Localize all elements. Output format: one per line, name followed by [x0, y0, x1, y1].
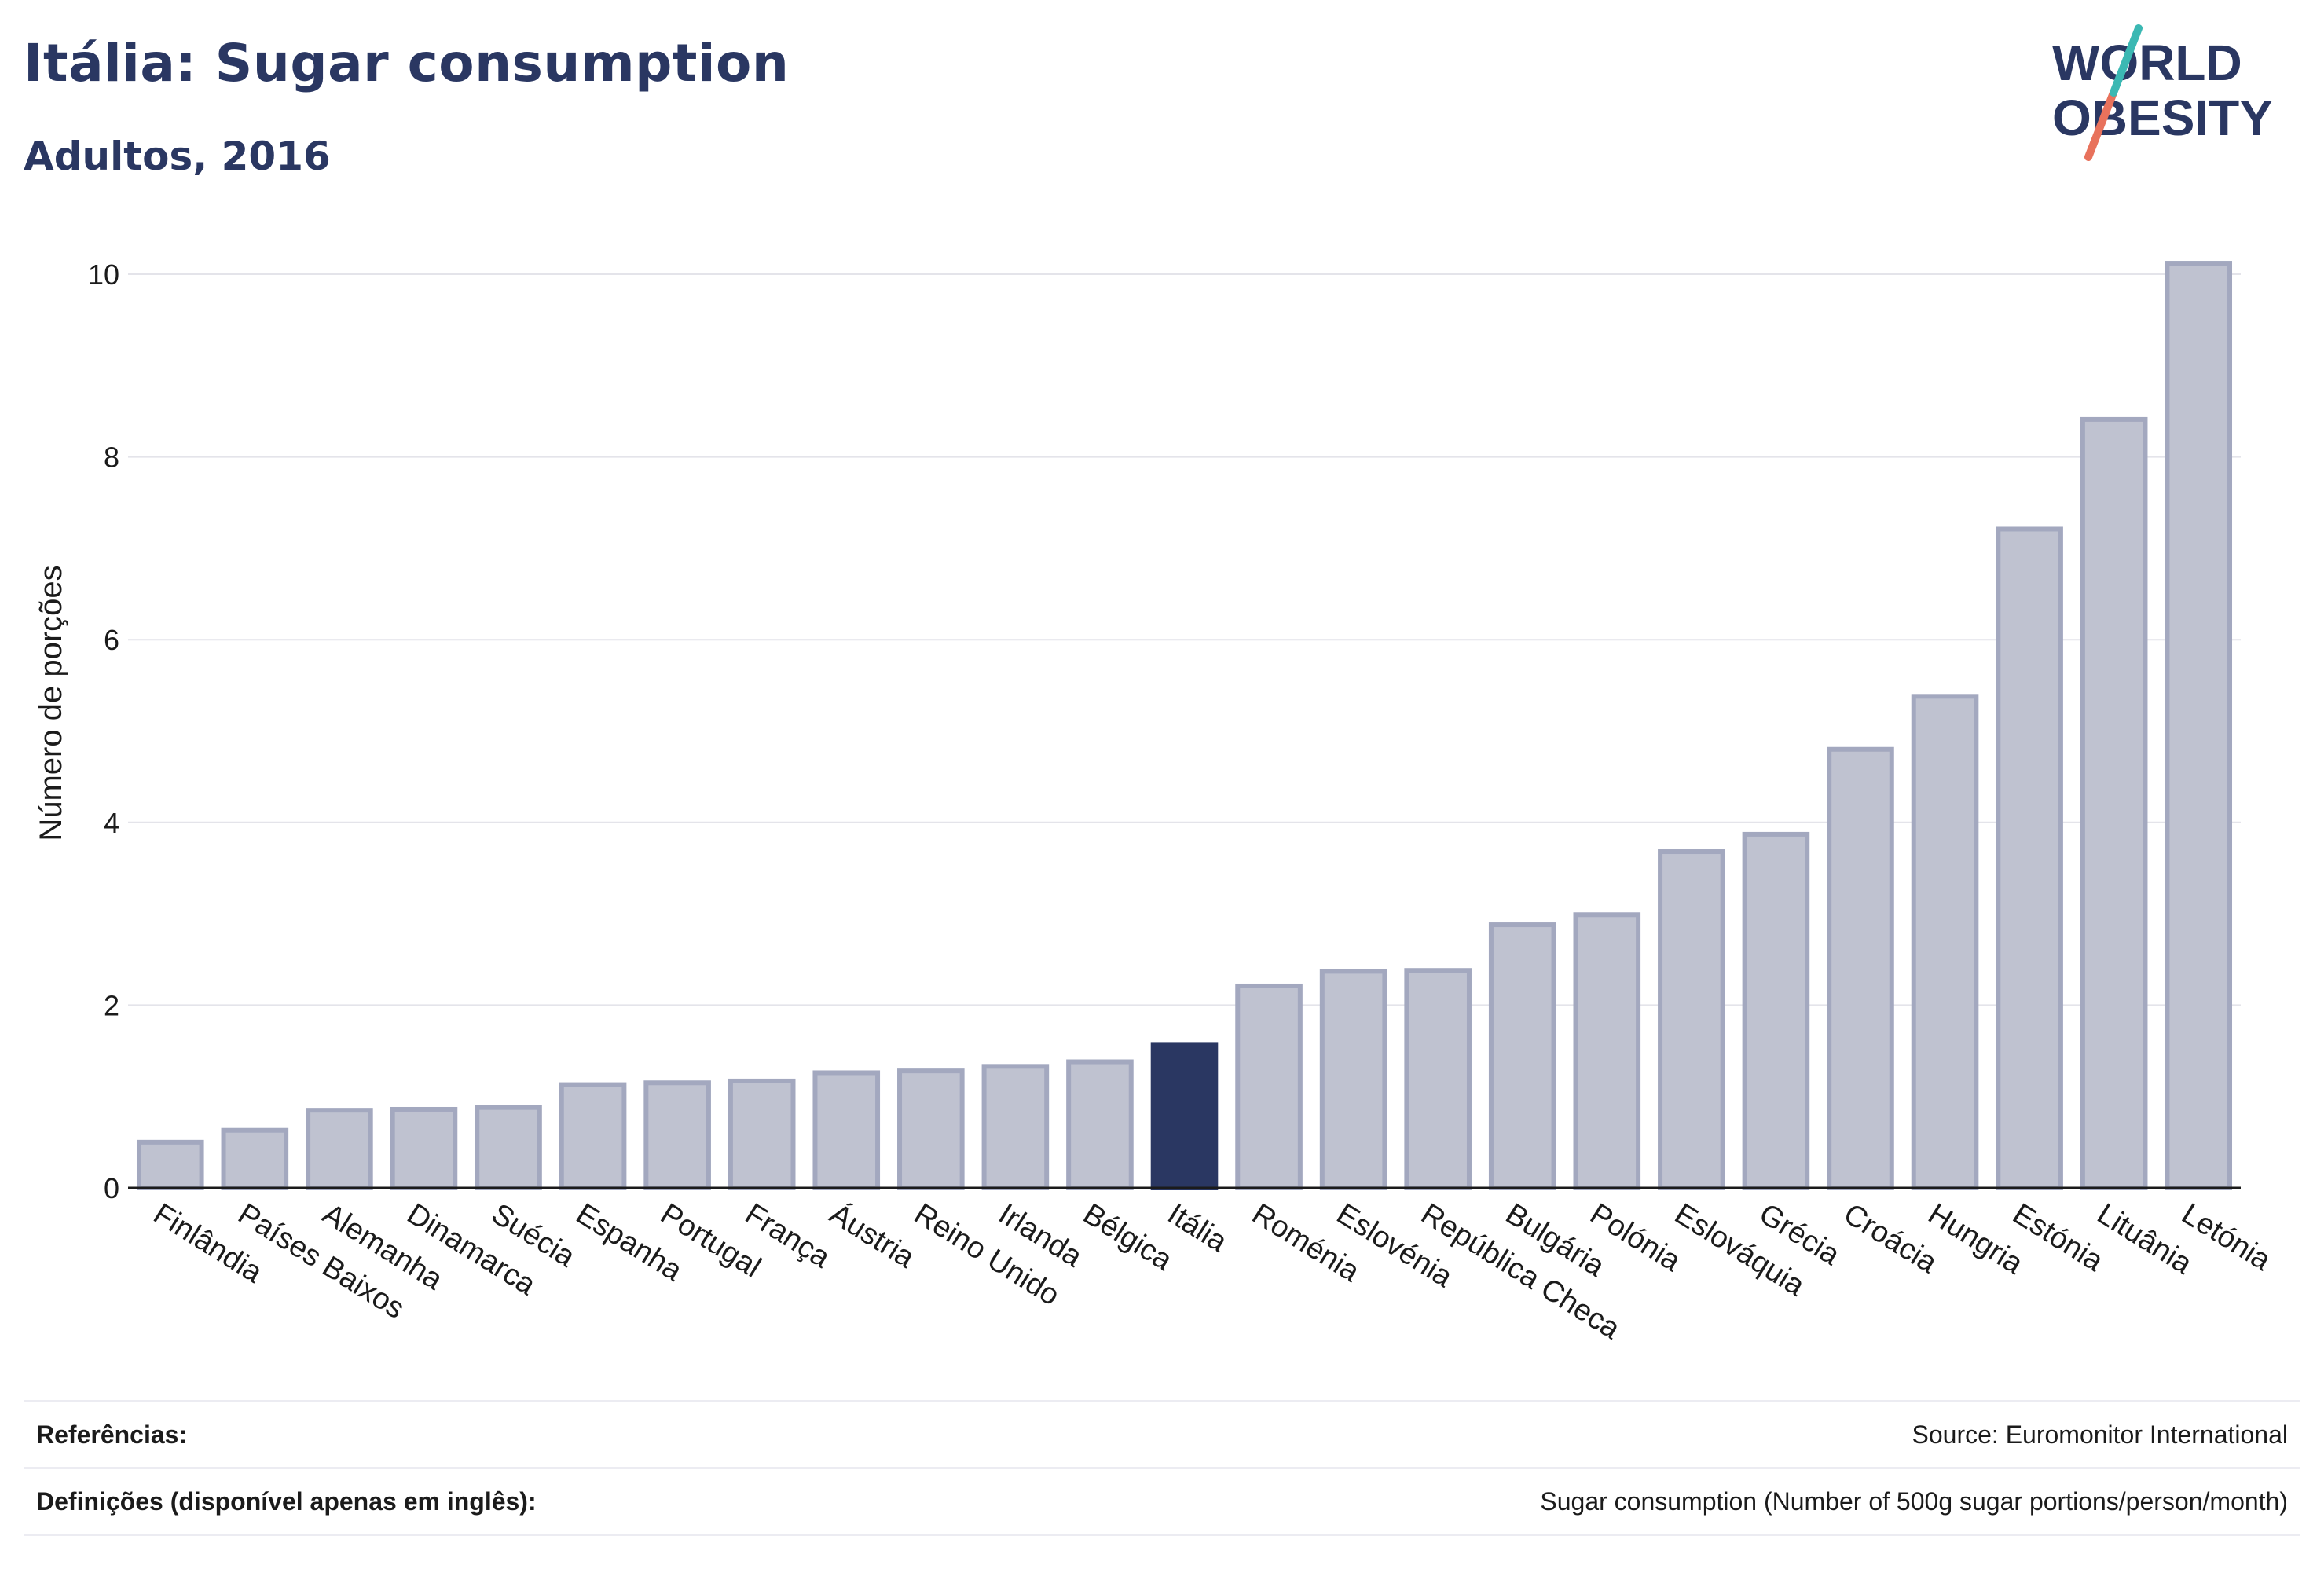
y-tick-label: 6 [104, 624, 119, 656]
bar-Roménia [1235, 983, 1303, 1191]
bar-Itália [1150, 1042, 1219, 1191]
x-tick-label: Áustria [823, 1197, 921, 1275]
definitions-row: Definições (disponível apenas em inglês)… [24, 1469, 2300, 1534]
definitions-label: Definições (disponível apenas em inglês)… [36, 1486, 537, 1516]
y-axis-ticks: 0 2 4 6 8 10 [88, 258, 119, 1204]
bar-Áustria [812, 1070, 881, 1191]
bar-Eslováquia [1658, 849, 1725, 1190]
logo-line2: OBESITY [2052, 90, 2273, 146]
bar-chart: 0 2 4 6 8 10 Número de porções FinlândiaPaíse… [34, 258, 2277, 1346]
bar-Irlanda [981, 1064, 1050, 1191]
world-obesity-logo: WORLD OBESITY [2052, 24, 2273, 161]
bar-Suécia [475, 1105, 542, 1191]
references-label: Referências: [36, 1420, 188, 1449]
x-tick-label: Bélgica [1077, 1197, 1178, 1277]
bar-Eslovénia [1319, 969, 1387, 1191]
bar-Espanha [559, 1082, 627, 1191]
bar-Polónia [1573, 912, 1641, 1190]
bar-Países Baixos [221, 1127, 289, 1190]
bar-Letónia [2165, 261, 2233, 1191]
y-tick-label: 2 [104, 989, 119, 1021]
bar-Estónia [1996, 526, 2063, 1190]
bar-Dinamarca [390, 1106, 458, 1191]
logo-slash-teal [2110, 24, 2143, 97]
footer-divider [24, 1400, 2300, 1402]
references-row: Referências: Source: Euromonitor Interna… [24, 1402, 2300, 1467]
logo-line1: WORLD [2052, 35, 2242, 91]
x-tick-label: Croácia [1838, 1197, 1943, 1280]
bar-Croácia [1827, 746, 1894, 1190]
references-value: Source: Euromonitor International [1912, 1420, 2288, 1449]
bar-Finlândia [136, 1139, 204, 1190]
definitions-value: Sugar consumption (Number of 500g sugar … [1540, 1486, 2288, 1516]
x-tick-label: Lituânia [2091, 1197, 2198, 1281]
bar-França [728, 1078, 796, 1190]
bar-República Checa [1404, 968, 1472, 1191]
y-tick-label: 10 [88, 258, 119, 291]
y-tick-label: 0 [104, 1172, 119, 1204]
bar-Portugal [643, 1080, 711, 1190]
x-tick-label: Letónia [2176, 1197, 2277, 1277]
chart-subtitle: Adultos, 2016 [24, 134, 331, 179]
y-axis-label: Número de porções [34, 565, 68, 841]
x-tick-label: Hungria [1923, 1197, 2029, 1281]
logo-slash-coral [2084, 89, 2117, 161]
bar-Hungria [1911, 694, 1979, 1190]
y-tick-label: 4 [104, 807, 119, 839]
bars [136, 261, 2233, 1191]
x-tick-label: Estónia [2007, 1197, 2109, 1278]
y-tick-label: 8 [104, 442, 119, 474]
bar-Lituânia [2080, 416, 2148, 1190]
bar-Grécia [1742, 831, 1810, 1190]
bar-Reino Unido [897, 1068, 965, 1190]
chart-title: Itália: Sugar consumption [24, 33, 790, 93]
bar-Bulgária [1488, 922, 1556, 1191]
bar-Alemanha [306, 1108, 373, 1191]
bar-Bélgica [1066, 1059, 1134, 1190]
footer-divider [24, 1467, 2300, 1469]
footer-divider [24, 1534, 2300, 1536]
